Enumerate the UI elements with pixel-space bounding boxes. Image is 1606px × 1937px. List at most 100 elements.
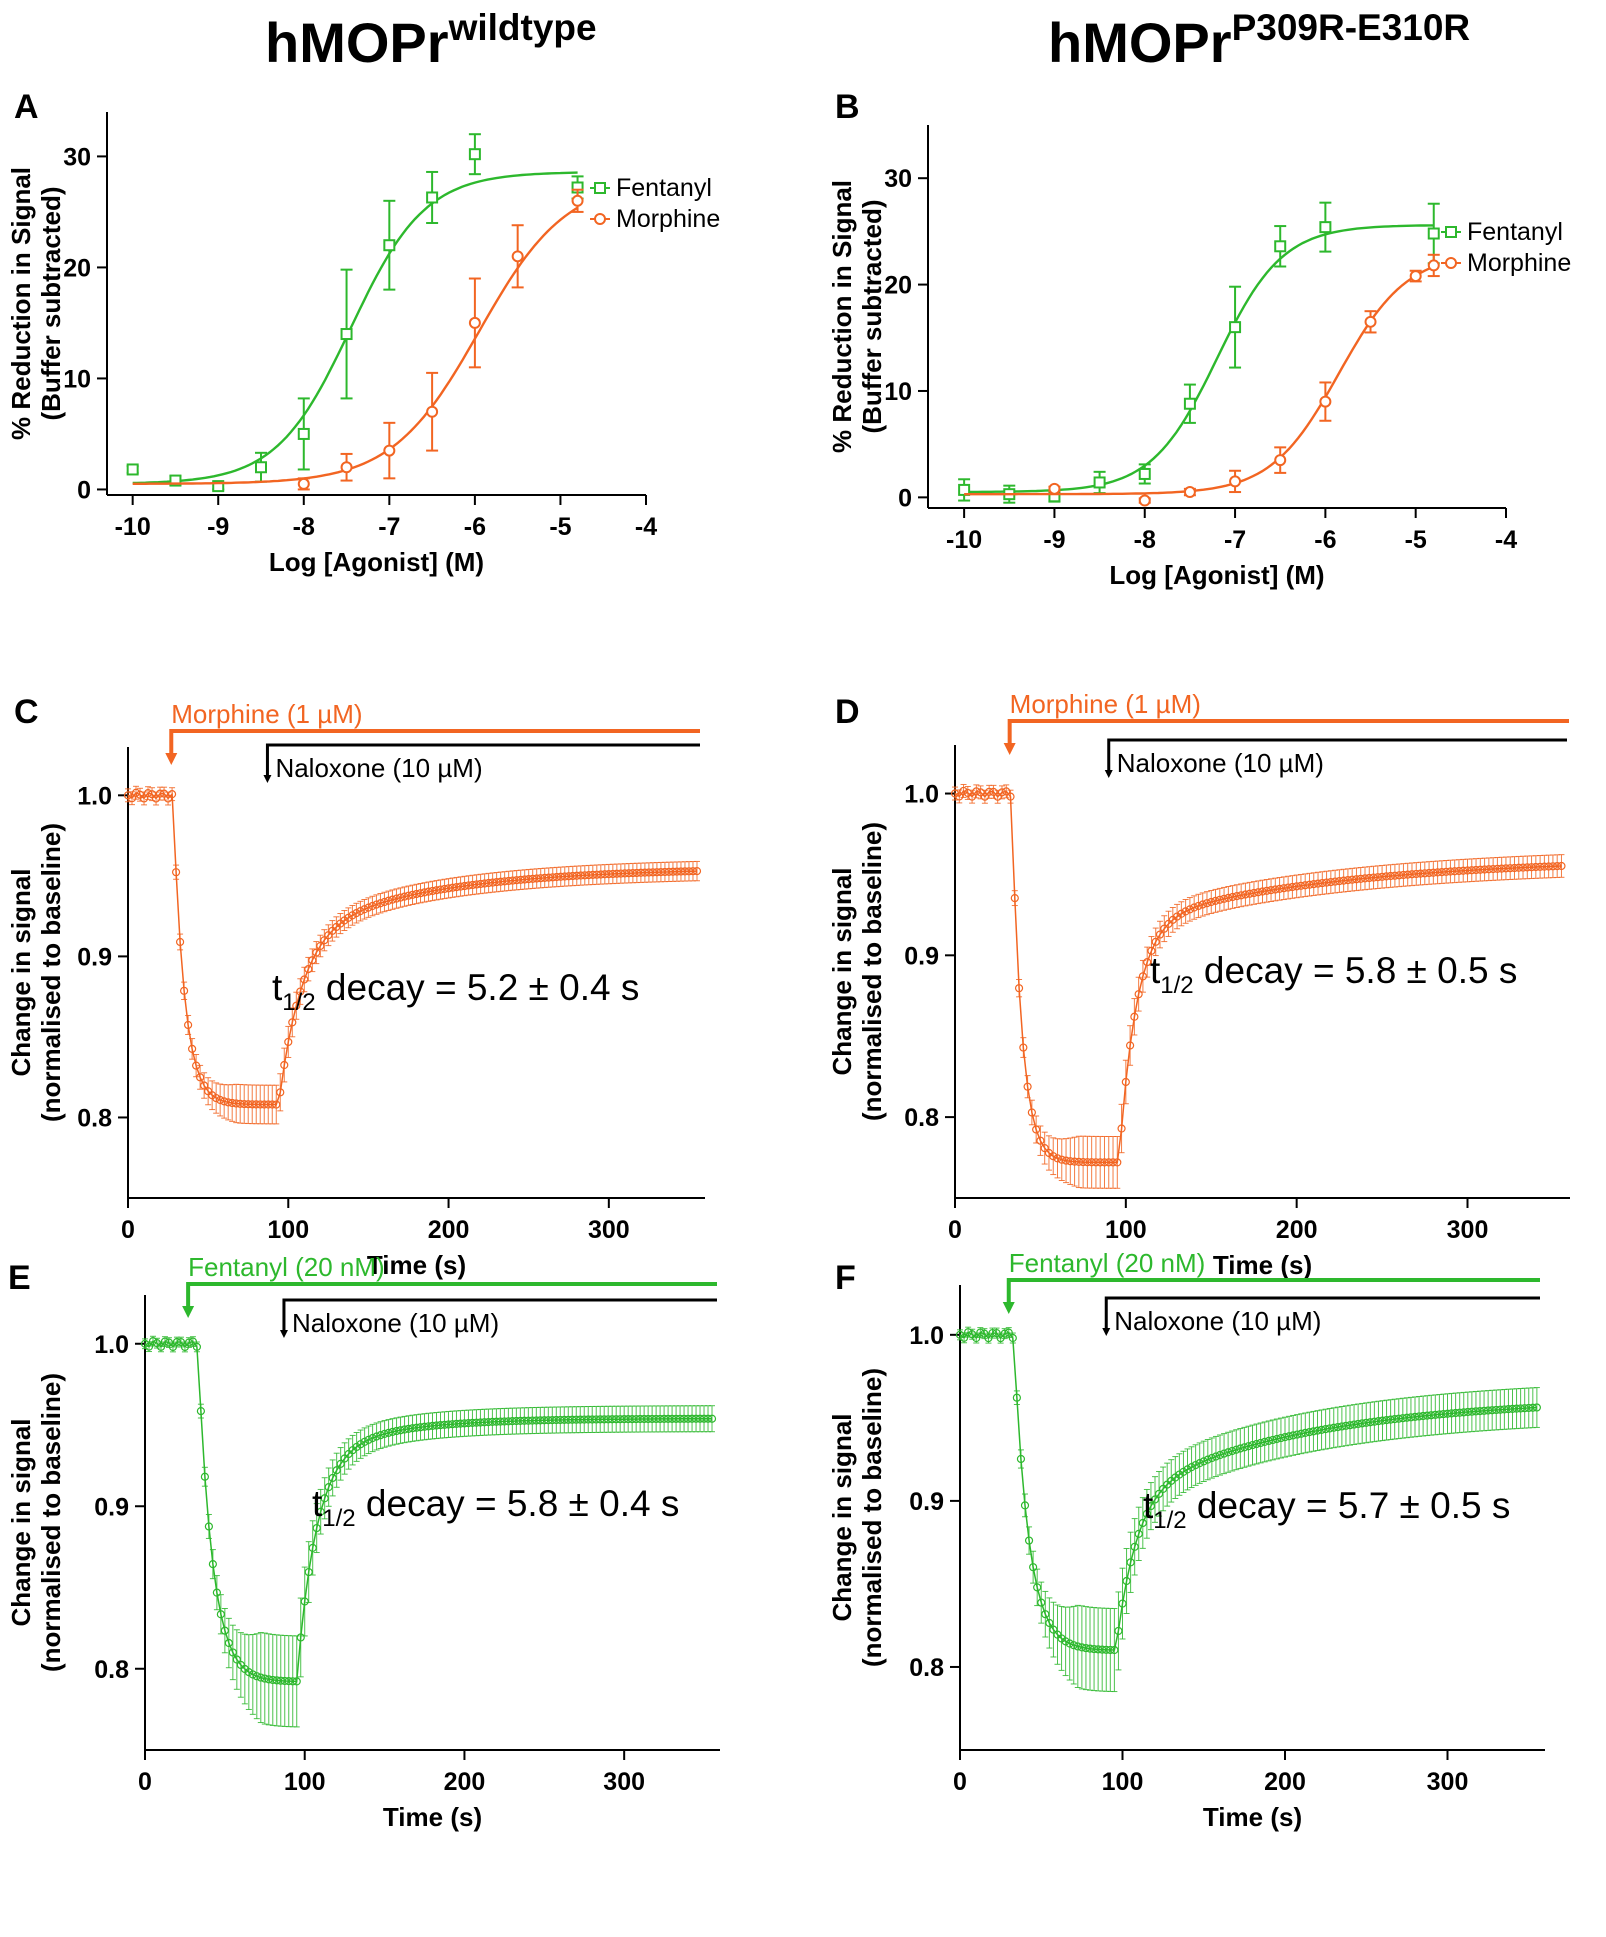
kinetic-point bbox=[312, 1523, 321, 1533]
y-tick-label: 0.8 bbox=[77, 1104, 112, 1132]
kinetic-point bbox=[520, 875, 529, 884]
kinetic-point bbox=[628, 868, 637, 878]
kinetic-chart-d: 0.8 0.9 1.0 0 100 200 300 Time (s) Change in sig… bbox=[827, 689, 1570, 1280]
kinetic-point bbox=[1089, 1644, 1099, 1654]
kinetic-point bbox=[659, 1414, 669, 1423]
kinetic-point bbox=[592, 870, 601, 879]
kinetic-point bbox=[1349, 1420, 1359, 1429]
x-tick-label: 200 bbox=[1264, 1768, 1306, 1796]
kinetic-point bbox=[380, 897, 389, 907]
y-tick-label: 10 bbox=[63, 365, 91, 393]
kinetic-point bbox=[1399, 870, 1408, 880]
kinetic-point bbox=[1012, 1393, 1021, 1402]
kinetic-point bbox=[432, 886, 441, 895]
kinetic-point bbox=[1177, 909, 1186, 918]
kinetic-point bbox=[608, 1415, 617, 1424]
kinetic-point bbox=[1036, 1136, 1045, 1145]
kinetic-point bbox=[139, 794, 149, 803]
antagonist-label: Naloxone (10 µM) bbox=[1117, 748, 1324, 778]
kinetic-point bbox=[452, 1419, 461, 1428]
kinetic-point bbox=[1029, 1563, 1038, 1572]
kinetic-point bbox=[524, 875, 533, 884]
kinetic-point bbox=[1070, 1157, 1079, 1166]
kinetic-point bbox=[656, 1414, 665, 1424]
kinetic-point bbox=[464, 1419, 473, 1428]
kinetic-point bbox=[1244, 1442, 1253, 1451]
kinetic-point bbox=[1366, 1418, 1375, 1427]
kinetic-point bbox=[340, 1454, 349, 1463]
kinetic-chart-c: 0.8 0.9 1.0 0 100 200 300 Time (s) Change in sig… bbox=[6, 699, 705, 1280]
kinetic-point bbox=[384, 1428, 393, 1437]
y-tick-label: 0.8 bbox=[904, 1104, 939, 1132]
kinetic-point bbox=[143, 789, 153, 798]
kinetic-point bbox=[332, 1466, 341, 1475]
kinetic-point bbox=[1211, 1452, 1221, 1461]
kinetic-point bbox=[1098, 1645, 1107, 1654]
kinetic-point bbox=[1455, 1408, 1464, 1417]
kinetic-point bbox=[268, 1675, 277, 1685]
kinetic-point bbox=[636, 868, 645, 877]
kinetic-point bbox=[400, 1425, 409, 1434]
y-tick-label: 0.9 bbox=[77, 943, 112, 971]
x-tick-label: -4 bbox=[635, 513, 657, 541]
kinetic-point bbox=[1122, 1576, 1131, 1586]
kinetic-point bbox=[488, 878, 497, 887]
kinetic-point bbox=[1252, 1439, 1261, 1449]
kinetic-point bbox=[179, 986, 189, 995]
kinetic-point bbox=[216, 1095, 225, 1105]
kinetic-point bbox=[1348, 875, 1357, 884]
kinetic-point bbox=[1471, 1407, 1481, 1416]
kinetic-point bbox=[1126, 1558, 1135, 1567]
kinetic-point bbox=[1459, 866, 1468, 875]
kinetic-point bbox=[992, 1328, 1001, 1338]
agonist-label: Morphine (1 µM) bbox=[171, 699, 362, 729]
y-tick-label: 1.0 bbox=[909, 1322, 944, 1350]
data-point-morphine bbox=[340, 461, 353, 474]
x-tick-label: -7 bbox=[378, 513, 400, 541]
kinetic-point bbox=[1138, 972, 1148, 981]
kinetic-point bbox=[604, 869, 613, 879]
kinetic-point bbox=[1523, 863, 1532, 872]
kinetic-point bbox=[612, 869, 621, 878]
kinetic-point bbox=[1142, 1509, 1151, 1518]
kinetic-point bbox=[228, 1098, 237, 1108]
kinetic-point bbox=[175, 937, 185, 947]
kinetic-point bbox=[1172, 912, 1182, 921]
kinetic-point bbox=[572, 1415, 581, 1424]
kinetic-point bbox=[151, 794, 161, 803]
kinetic-point bbox=[691, 1414, 701, 1423]
kinetic-point bbox=[596, 1415, 605, 1424]
data-point-fentanyl bbox=[169, 474, 182, 487]
kinetic-point bbox=[496, 1417, 505, 1426]
decay-subscript: 1/2 bbox=[322, 1505, 355, 1532]
kinetic-point bbox=[1262, 886, 1271, 895]
kinetic-point bbox=[1237, 891, 1246, 900]
kinetic-trace bbox=[959, 1331, 1537, 1651]
kinetic-point bbox=[1085, 1644, 1095, 1653]
kinetic-point bbox=[683, 1414, 693, 1423]
kinetic-point bbox=[1506, 864, 1515, 873]
kinetic-point bbox=[1488, 1406, 1497, 1415]
x-axis-label: Time (s) bbox=[1203, 1802, 1302, 1832]
kinetic-point bbox=[644, 868, 654, 877]
x-axis-label: Time (s) bbox=[1213, 1250, 1312, 1280]
kinetic-point bbox=[444, 884, 453, 893]
kinetic-point bbox=[1484, 865, 1493, 874]
kinetic-point bbox=[1061, 1637, 1070, 1646]
data-point-fentanyl bbox=[1319, 221, 1332, 234]
kinetic-point bbox=[456, 882, 465, 891]
kinetic-point bbox=[500, 877, 509, 886]
kinetic-point bbox=[1390, 871, 1399, 880]
kinetic-point bbox=[516, 1416, 525, 1426]
kinetic-point bbox=[260, 1100, 269, 1109]
fit-curve-fentanyl bbox=[132, 171, 578, 485]
kinetic-point bbox=[1354, 1419, 1363, 1429]
legend-marker bbox=[594, 182, 606, 194]
kinetic-point bbox=[1536, 862, 1545, 871]
kinetic-point bbox=[272, 1100, 281, 1109]
kinetic-point bbox=[248, 1100, 257, 1109]
kinetic-point bbox=[1049, 1625, 1058, 1634]
y-axis-label: Change in signal(normalised to baseline) bbox=[6, 823, 66, 1122]
kinetic-point bbox=[664, 867, 674, 876]
